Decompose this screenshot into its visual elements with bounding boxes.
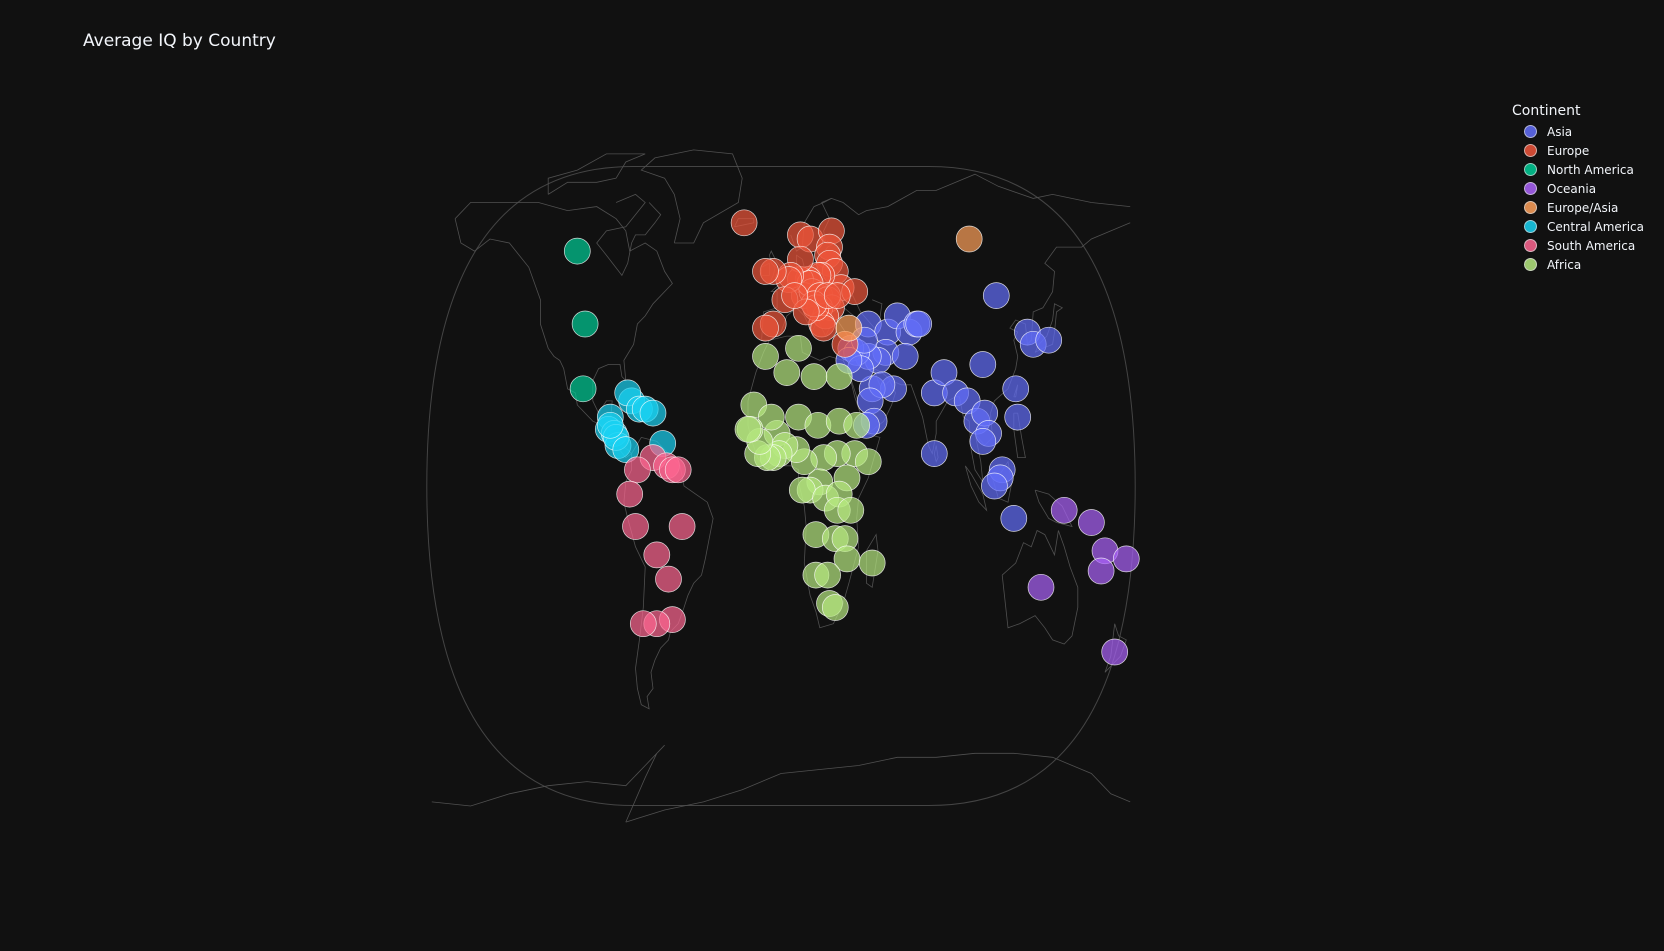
point-africa[interactable] <box>800 363 828 390</box>
point-central-america[interactable] <box>612 436 640 463</box>
legend-swatch-icon <box>1524 239 1537 252</box>
point-europe[interactable] <box>823 282 851 309</box>
legend-label: North America <box>1547 162 1634 177</box>
legend-label: Oceania <box>1547 181 1597 196</box>
point-africa[interactable] <box>788 476 816 504</box>
legend-swatch-icon <box>1524 182 1537 195</box>
globe-frame <box>426 166 1136 806</box>
point-asia[interactable] <box>891 343 919 370</box>
legend-label: Europe/Asia <box>1547 200 1619 215</box>
point-south-america[interactable] <box>622 513 649 540</box>
point-asia[interactable] <box>920 440 948 467</box>
legend-item-central-america[interactable]: Central America <box>1512 217 1644 236</box>
point-south-america[interactable] <box>664 456 692 484</box>
point-oceania[interactable] <box>1050 496 1078 524</box>
legend-item-europe-asia[interactable]: Europe/Asia <box>1512 198 1644 217</box>
point-africa[interactable] <box>752 343 779 370</box>
point-oceania[interactable] <box>1087 557 1115 585</box>
point-africa[interactable] <box>858 549 886 577</box>
point-africa[interactable] <box>785 334 812 362</box>
point-europe[interactable] <box>752 314 779 342</box>
point-central-america[interactable] <box>596 411 624 439</box>
legend-title: Continent <box>1512 103 1581 119</box>
legend-label: Central America <box>1547 219 1645 234</box>
point-south-america[interactable] <box>629 610 657 638</box>
point-oceania[interactable] <box>1112 545 1140 573</box>
point-asia[interactable] <box>1002 375 1030 403</box>
point-south-america[interactable] <box>655 565 682 593</box>
point-africa[interactable] <box>854 448 882 476</box>
point-africa[interactable] <box>757 403 785 431</box>
legend-swatch-icon <box>1524 144 1537 157</box>
legend-item-europe[interactable]: Europe <box>1512 141 1644 160</box>
point-asia[interactable] <box>969 351 997 378</box>
legend-item-south-america[interactable]: South America <box>1512 236 1644 255</box>
point-north-america[interactable] <box>569 375 597 403</box>
legend-swatch-icon <box>1524 220 1537 233</box>
legend-item-oceania[interactable]: Oceania <box>1512 179 1644 198</box>
point-south-america[interactable] <box>616 480 644 508</box>
point-africa[interactable] <box>814 561 841 589</box>
point-north-america[interactable] <box>563 237 591 265</box>
point-europe[interactable] <box>781 282 808 309</box>
legend-item-africa[interactable]: Africa <box>1512 255 1644 274</box>
point-asia[interactable] <box>1000 505 1028 532</box>
legend-swatch-icon <box>1524 163 1537 176</box>
point-africa[interactable] <box>773 359 801 386</box>
point-oceania[interactable] <box>1101 638 1129 666</box>
point-south-america[interactable] <box>624 456 651 484</box>
chart-title: Average IQ by Country <box>83 31 276 51</box>
point-europe-asia[interactable] <box>955 225 983 253</box>
legend-item-north-america[interactable]: North America <box>1512 160 1644 179</box>
point-asia[interactable] <box>905 310 933 338</box>
point-oceania[interactable] <box>1027 573 1055 601</box>
point-asia[interactable] <box>982 282 1010 309</box>
point-asia[interactable] <box>930 359 958 386</box>
point-south-america[interactable] <box>668 513 696 540</box>
point-oceania[interactable] <box>1078 509 1105 536</box>
legend-items: Asia Europe North America Oceania Europe/Asi… <box>1512 122 1644 274</box>
legend: Continent Asia Europe North America Oceania… <box>1512 103 1644 274</box>
point-asia[interactable] <box>981 472 1008 500</box>
point-central-america[interactable] <box>639 399 667 427</box>
legend-label: Asia <box>1547 124 1573 139</box>
point-asia[interactable] <box>969 428 997 455</box>
legend-swatch-icon <box>1524 125 1537 138</box>
legend-item-asia[interactable]: Asia <box>1512 122 1644 141</box>
legend-swatch-icon <box>1524 258 1537 271</box>
point-africa[interactable] <box>825 363 853 390</box>
point-asia[interactable] <box>1004 403 1032 431</box>
point-africa[interactable] <box>837 496 865 524</box>
legend-label: Europe <box>1547 143 1590 158</box>
point-europe-asia[interactable] <box>835 314 863 342</box>
point-africa[interactable] <box>843 411 871 439</box>
legend-label: South America <box>1547 238 1636 253</box>
legend-label: Africa <box>1547 257 1582 272</box>
point-asia[interactable] <box>1035 326 1063 354</box>
point-south-america[interactable] <box>643 541 671 569</box>
point-europe[interactable] <box>730 209 758 237</box>
point-africa[interactable] <box>821 594 849 621</box>
point-north-america[interactable] <box>571 310 599 338</box>
legend-swatch-icon <box>1524 201 1537 214</box>
point-africa[interactable] <box>734 415 762 443</box>
scatter-points <box>563 209 1140 666</box>
point-europe[interactable] <box>752 258 779 285</box>
